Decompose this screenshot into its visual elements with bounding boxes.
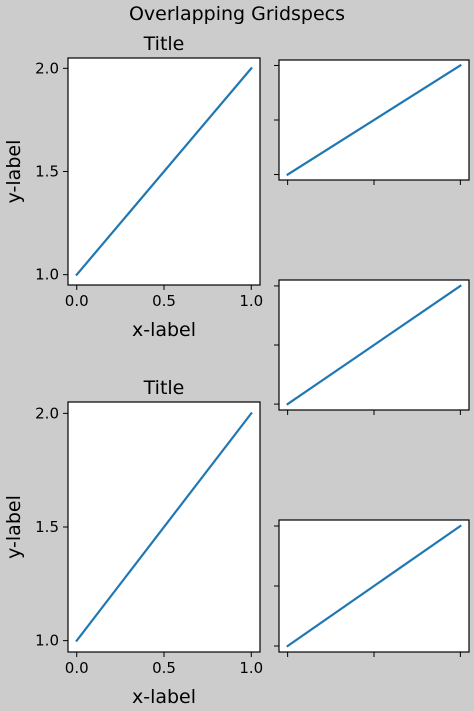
x-axis-label: x-label <box>132 319 196 341</box>
axes-4 <box>274 279 470 415</box>
series-line <box>286 63 462 177</box>
series-line <box>286 524 462 648</box>
x-tick-label: 0.0 <box>65 292 89 310</box>
axes-5 <box>274 519 470 657</box>
x-axis-label: x-label <box>132 686 196 708</box>
x-tick-label: 0.5 <box>152 292 176 310</box>
figure-suptitle: Overlapping Gridspecs <box>129 3 345 25</box>
y-axis-label: y-label <box>3 495 25 559</box>
y-tick-label: 1.0 <box>35 632 59 650</box>
series-line <box>286 284 462 406</box>
axes-title: Title <box>143 377 185 399</box>
axes-container: 0.0 0.5 1.01.01.52.0Titlex-labely-label0.0… <box>3 33 470 708</box>
x-tick-label: 0.0 <box>65 659 89 677</box>
axes-title: Title <box>143 33 185 55</box>
axes-1: 0.0 0.5 1.0 1.0 1.5 2.0 Title x-label y-label <box>3 33 263 341</box>
y-tick-label: 1.5 <box>35 163 59 181</box>
y-axis-label: y-label <box>3 140 25 204</box>
y-tick-label: 2.0 <box>35 59 59 77</box>
y-tick-label: 2.0 <box>35 404 59 422</box>
y-tick-label: 1.5 <box>35 518 59 536</box>
axes-2: 0.0 0.5 1.0 1.0 1.5 2.0 Title x-label y-label <box>3 377 263 708</box>
y-tick-label: 1.0 <box>35 266 59 284</box>
x-tick-label: 1.0 <box>239 659 263 677</box>
axes-3 <box>274 59 470 185</box>
series-line <box>75 66 253 277</box>
series-line <box>75 411 253 643</box>
x-tick-label: 1.0 <box>239 292 263 310</box>
x-tick-label: 0.5 <box>152 659 176 677</box>
